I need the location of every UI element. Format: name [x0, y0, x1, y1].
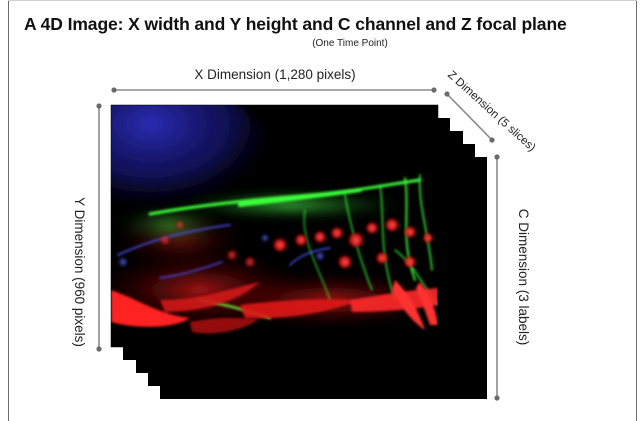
diagram-subtitle: (One Time Point)	[312, 38, 388, 49]
front-slice-outline	[110, 104, 439, 348]
top-frame-line	[8, 0, 637, 1]
diagram-title: A 4D Image: X width and Y height and C c…	[24, 14, 567, 34]
c-dimension-label: C Dimension (3 labels)	[516, 208, 531, 346]
c-dimension-arrow	[494, 154, 500, 401]
y-dimension-arrow	[96, 103, 102, 352]
y-dimension-label: Y Dimension (960 pixels)	[72, 197, 87, 347]
x-dimension-label: X Dimension (1,280 pixels)	[194, 67, 356, 82]
right-frame-line	[636, 0, 637, 421]
z-dimension-arrow	[444, 91, 495, 143]
fluorescence-image	[111, 105, 438, 347]
x-dimension-arrow	[111, 87, 437, 93]
left-frame-line	[8, 0, 9, 421]
